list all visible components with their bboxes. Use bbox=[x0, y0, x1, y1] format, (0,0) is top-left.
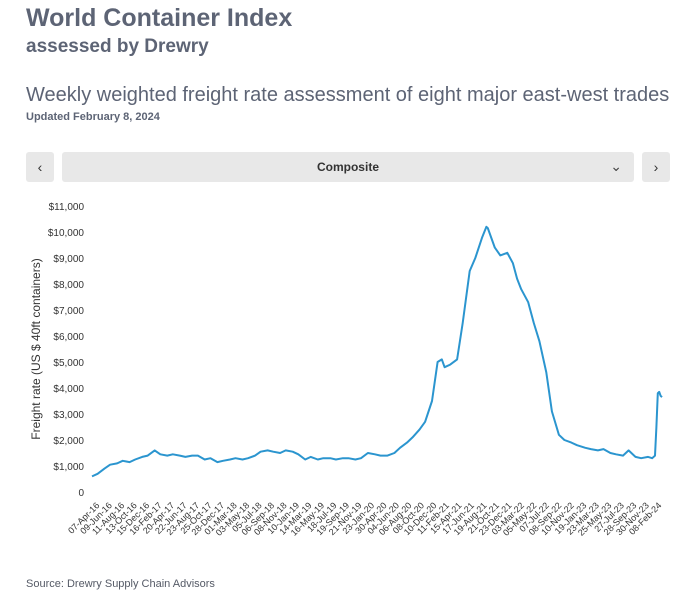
y-tick-label: $10,000 bbox=[48, 228, 85, 239]
chevron-left-icon: ‹ bbox=[37, 159, 43, 175]
y-tick-label: $9,000 bbox=[53, 254, 84, 265]
y-tick-label: 0 bbox=[78, 488, 84, 499]
freight-rate-chart: 0 $1,000 $2,000 $3,000 $4,000 $5,000 $6,000 $7,… bbox=[29, 202, 663, 538]
index-selector[interactable]: Composite ⌄ bbox=[62, 152, 634, 182]
source-note: Source: Drewry Supply Chain Advisors bbox=[26, 578, 215, 590]
chevron-down-icon: ⌄ bbox=[610, 158, 622, 174]
y-tick-label: $11,000 bbox=[49, 202, 85, 213]
updated-date: Updated February 8, 2024 bbox=[26, 111, 160, 123]
chevron-right-icon: › bbox=[653, 159, 659, 175]
y-tick-label: $7,000 bbox=[53, 306, 84, 317]
selector-value: Composite bbox=[316, 160, 379, 174]
page-subtitle: assessed by Drewry bbox=[26, 36, 209, 57]
y-tick-label: $6,000 bbox=[53, 332, 84, 343]
y-tick-label: $3,000 bbox=[53, 410, 84, 421]
y-axis-label: Freight rate (US $ 40ft containers) bbox=[29, 258, 43, 439]
next-button[interactable]: › bbox=[642, 152, 670, 182]
page-title: World Container Index bbox=[26, 4, 293, 32]
chart-heading: Weekly weighted freight rate assessment … bbox=[26, 84, 670, 106]
series-line bbox=[91, 225, 663, 478]
y-tick-label: $8,000 bbox=[53, 280, 84, 291]
previous-button[interactable]: ‹ bbox=[26, 152, 54, 182]
y-tick-label: $4,000 bbox=[53, 384, 84, 395]
y-tick-label: $1,000 bbox=[53, 462, 84, 473]
y-tick-label: $5,000 bbox=[53, 358, 84, 369]
y-tick-label: $2,000 bbox=[53, 436, 84, 447]
